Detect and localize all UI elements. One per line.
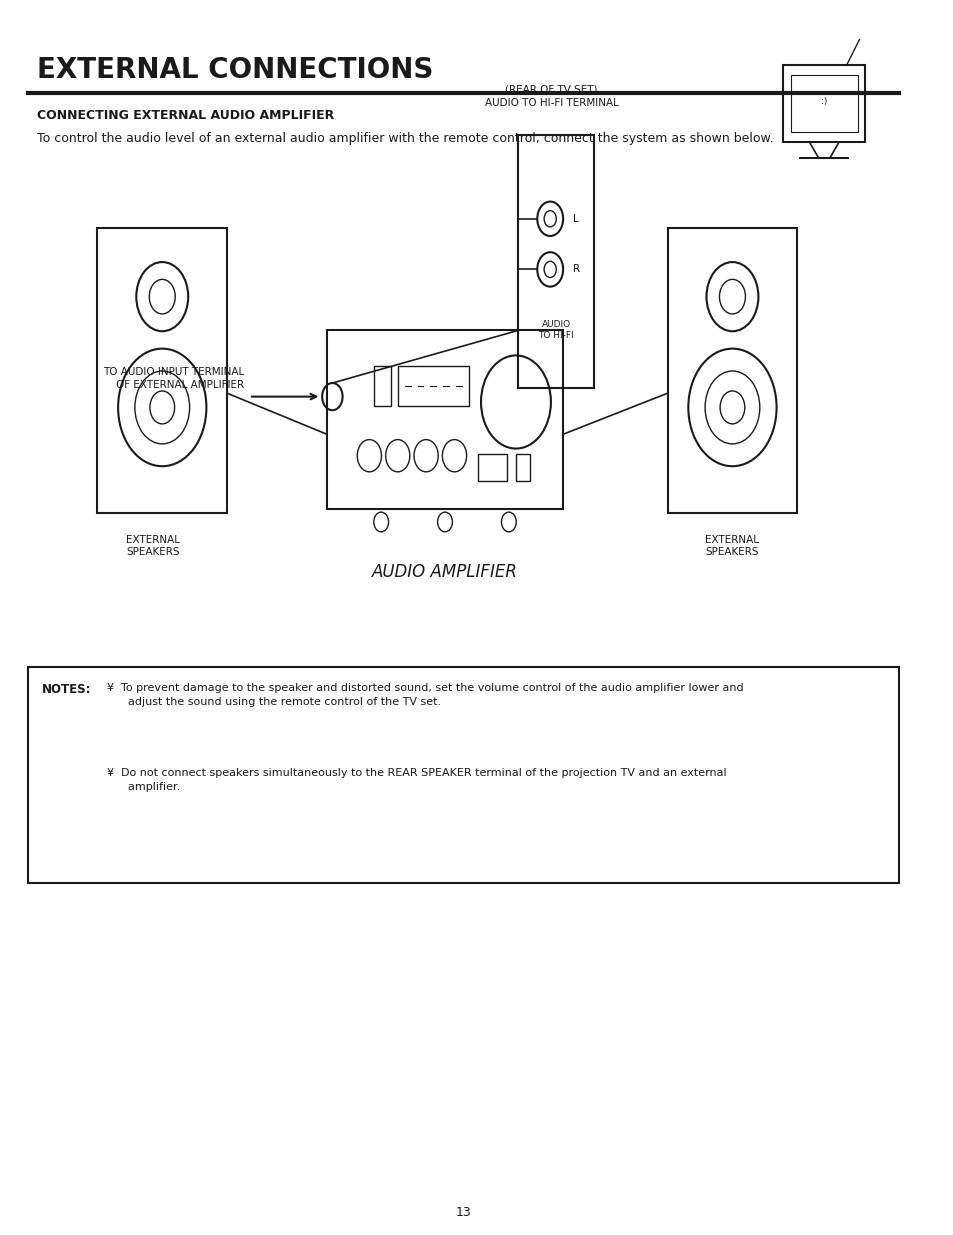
Text: TO AUDIO INPUT TERMINAL
OF EXTERNAL AMPLIFIER: TO AUDIO INPUT TERMINAL OF EXTERNAL AMPL… bbox=[103, 367, 244, 390]
Bar bbox=[327, 330, 562, 509]
Circle shape bbox=[385, 440, 410, 472]
Text: AUDIO AMPLIFIER: AUDIO AMPLIFIER bbox=[372, 563, 517, 582]
Text: EXTERNAL
SPEAKERS: EXTERNAL SPEAKERS bbox=[126, 535, 180, 557]
Text: (REAR OF TV SET)
AUDIO TO HI-FI TERMINAL: (REAR OF TV SET) AUDIO TO HI-FI TERMINAL bbox=[484, 85, 618, 109]
Bar bbox=[28, 667, 899, 883]
Text: AUDIO
TO HI-FI: AUDIO TO HI-FI bbox=[537, 320, 574, 340]
Bar bbox=[782, 65, 864, 142]
Bar bbox=[667, 228, 797, 513]
Text: EXTERNAL CONNECTIONS: EXTERNAL CONNECTIONS bbox=[37, 56, 433, 84]
Text: ¥  Do not connect speakers simultaneously to the REAR SPEAKER terminal of the pr: ¥ Do not connect speakers simultaneously… bbox=[107, 768, 725, 792]
Bar bbox=[790, 75, 857, 132]
Bar bbox=[517, 136, 594, 388]
Bar bbox=[516, 454, 530, 480]
Text: NOTES:: NOTES: bbox=[42, 683, 91, 697]
Bar bbox=[397, 366, 468, 405]
Bar bbox=[477, 454, 506, 480]
Text: CONNECTING EXTERNAL AUDIO AMPLIFIER: CONNECTING EXTERNAL AUDIO AMPLIFIER bbox=[37, 109, 334, 122]
Text: To control the audio level of an external audio amplifier with the remote contro: To control the audio level of an externa… bbox=[37, 132, 773, 146]
Bar bbox=[97, 228, 227, 513]
Text: L: L bbox=[573, 214, 578, 224]
Text: :): :) bbox=[821, 96, 826, 106]
Text: ¥  To prevent damage to the speaker and distorted sound, set the volume control : ¥ To prevent damage to the speaker and d… bbox=[107, 683, 742, 706]
Text: R: R bbox=[573, 264, 579, 274]
Circle shape bbox=[357, 440, 381, 472]
Text: 13: 13 bbox=[456, 1207, 471, 1219]
Circle shape bbox=[442, 440, 466, 472]
Text: EXTERNAL
SPEAKERS: EXTERNAL SPEAKERS bbox=[704, 535, 759, 557]
Bar bbox=[374, 366, 390, 405]
Circle shape bbox=[414, 440, 437, 472]
